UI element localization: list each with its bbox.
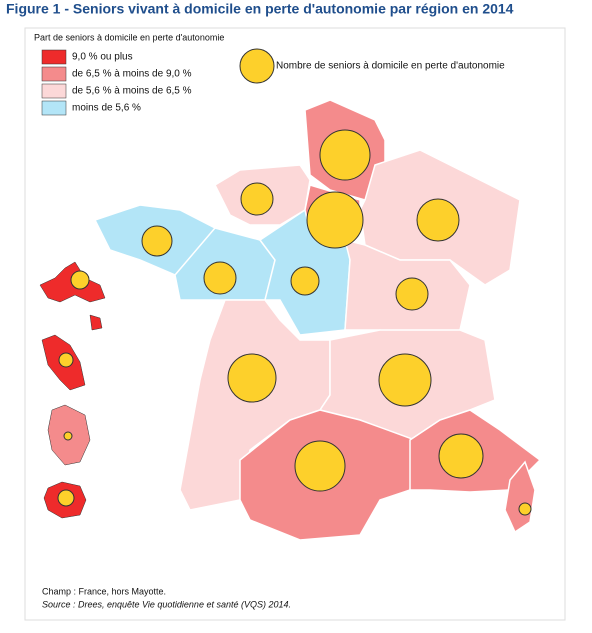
legend-title: Part de seniors à domicile en perte d'au… — [34, 32, 224, 42]
legend-label: Nombre de seniors à domicile en perte d'… — [276, 61, 505, 72]
legend-swatch — [41, 83, 67, 99]
legend-swatch — [41, 49, 67, 65]
legend-label: moins de 5,6 % — [72, 103, 141, 114]
legend-swatch — [41, 100, 67, 116]
bubbles — [57, 129, 532, 516]
legend-swatch — [41, 66, 67, 82]
legend-label: de 6,5 % à moins de 9,0 % — [72, 69, 192, 80]
source-note: Source : Drees, enquête Vie quotidienne … — [42, 599, 291, 609]
legend-bubble — [239, 48, 275, 84]
legend-label: de 5,6 % à moins de 6,5 % — [72, 86, 192, 97]
legend-label: 9,0 % ou plus — [72, 52, 133, 63]
scope-note: Champ : France, hors Mayotte. — [42, 586, 166, 596]
title: Figure 1 - Seniors vivant à domicile en … — [6, 1, 514, 17]
